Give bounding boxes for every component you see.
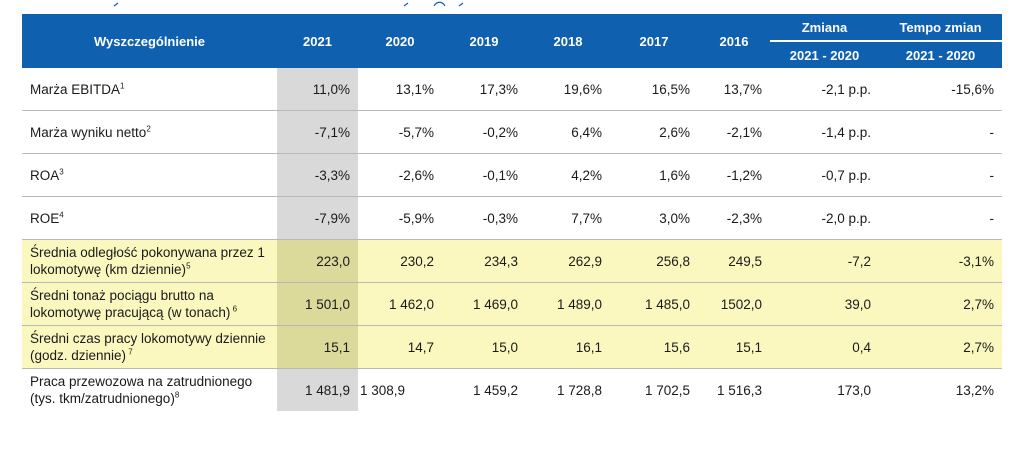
cell-2017: 1 702,5 <box>644 382 690 398</box>
cell-2017: 3,0% <box>610 196 698 240</box>
cell-2019: 1 459,2 <box>472 382 518 398</box>
row-label: Praca przewozowa na zatrudnionego (tys. … <box>30 374 253 406</box>
row-label: ROA3 <box>22 153 277 197</box>
cell-2016: 1502,0 <box>698 282 770 326</box>
cell-rate: 2,7% <box>879 282 1002 326</box>
cell-2019: -0,2% <box>442 110 526 154</box>
cell-2021: 15,1 <box>277 325 358 369</box>
table-row-roe: ROE4 -7,9% -5,9% -0,3% 7,7% 3,0% -2,3% -… <box>22 196 1002 240</box>
cell-change: -1,4 p.p. <box>770 110 879 154</box>
year-header: 2017 <box>610 14 698 68</box>
cell-2020: -5,7% <box>358 110 442 154</box>
cell-2020: -2,6% <box>358 153 442 197</box>
indicators-table: Wyszczególnienie 2021 2020 2019 2018 201… <box>22 14 1002 411</box>
cell-2016: -2,1% <box>698 110 770 154</box>
cell-2017: 1,6% <box>610 153 698 197</box>
cell-change: -2,1 p.p. <box>770 68 879 111</box>
cell-2018: 19,6% <box>526 68 610 111</box>
cell-rate: 2,7% <box>879 325 1002 369</box>
cell-2018: 1 728,8 <box>556 382 602 398</box>
cell-2018: 1 489,0 <box>526 282 610 326</box>
cell-2016: 13,7% <box>698 68 770 111</box>
cell-2021: -3,3% <box>277 153 358 197</box>
table-row-ebitda-margin: Marża EBITDA1 11,0% 13,1% 17,3% 19,6% 16… <box>22 68 1002 111</box>
cell-change: -7,2 <box>770 239 879 283</box>
cell-2016: -1,2% <box>698 153 770 197</box>
header-row: Wyszczególnienie 2021 2020 2019 2018 201… <box>22 14 1002 68</box>
table-row-loco-work-time: Średni czas pracy lokomotywy dziennie (g… <box>22 325 1002 369</box>
row-label: Średni czas pracy lokomotywy dziennie (g… <box>22 325 277 369</box>
cell-2020: 1 308,9 <box>360 382 406 398</box>
cell-change: 173,0 <box>837 382 871 398</box>
change-group-header: Zmiana <box>770 14 879 42</box>
change-period-header: 2021 - 2020 <box>770 41 879 68</box>
cell-2016: 249,5 <box>698 239 770 283</box>
cell-2016: 15,1 <box>698 325 770 369</box>
cell-2021: 1 481,9 <box>277 368 358 411</box>
cell-2018: 4,2% <box>526 153 610 197</box>
cell-2021: 11,0% <box>277 68 358 111</box>
cell-2017: 256,8 <box>610 239 698 283</box>
cell-2019: -0,3% <box>442 196 526 240</box>
cell-2018: 6,4% <box>526 110 610 154</box>
cell-rate: -15,6% <box>879 68 1002 111</box>
cell-rate: - <box>879 110 1002 154</box>
row-label: Średnia odległość pokonywana przez 1 lok… <box>22 239 277 283</box>
year-header: 2021 <box>277 14 358 68</box>
cell-rate: -3,1% <box>879 239 1002 283</box>
table-row-transport-work: Praca przewozowa na zatrudnionego (tys. … <box>22 368 1002 411</box>
cell-change: 0,4 <box>770 325 879 369</box>
label-column-header: Wyszczególnienie <box>22 14 277 68</box>
cell-2019: 1 469,0 <box>442 282 526 326</box>
cell-2020: 13,1% <box>358 68 442 111</box>
row-label: Marża EBITDA1 <box>22 68 277 111</box>
cell-rate: 13,2% <box>955 382 994 398</box>
year-header: 2019 <box>442 14 526 68</box>
cropped-header-fragment <box>113 1 464 7</box>
rate-group-header: Tempo zmian <box>879 14 1002 42</box>
cell-2020: -5,9% <box>358 196 442 240</box>
cell-2018: 16,1 <box>526 325 610 369</box>
cell-2021: 1 501,0 <box>277 282 358 326</box>
year-header: 2016 <box>698 14 770 68</box>
cell-2018: 7,7% <box>526 196 610 240</box>
table-row-loco-distance: Średnia odległość pokonywana przez 1 lok… <box>22 239 1002 283</box>
cell-2019: 15,0 <box>442 325 526 369</box>
rate-period-header: 2021 - 2020 <box>879 41 1002 68</box>
cell-2021: -7,1% <box>277 110 358 154</box>
cell-2019: 234,3 <box>442 239 526 283</box>
header-subrow: 2021 - 2020 2021 - 2020 <box>22 41 1002 68</box>
cell-2019: 17,3% <box>442 68 526 111</box>
cell-change: 39,0 <box>770 282 879 326</box>
cell-2017: 2,6% <box>610 110 698 154</box>
row-label: Marża wyniku netto2 <box>22 110 277 154</box>
cell-2021: -7,9% <box>277 196 358 240</box>
table-row-net-margin: Marża wyniku netto2 -7,1% -5,7% -0,2% 6,… <box>22 110 1002 154</box>
table-row-roa: ROA3 -3,3% -2,6% -0,1% 4,2% 1,6% -1,2% -… <box>22 153 1002 197</box>
cell-2017: 16,5% <box>610 68 698 111</box>
cell-2019: -0,1% <box>442 153 526 197</box>
cell-2020: 230,2 <box>358 239 442 283</box>
table-row-train-tonnage: Średni tonaż pociągu brutto na lokomotyw… <box>22 282 1002 326</box>
cell-change: -2,0 p.p. <box>770 196 879 240</box>
cell-2017: 1 485,0 <box>610 282 698 326</box>
cell-2020: 1 462,0 <box>358 282 442 326</box>
cell-2020: 14,7 <box>358 325 442 369</box>
row-label: ROE4 <box>22 196 277 240</box>
year-header: 2018 <box>526 14 610 68</box>
cell-rate: - <box>879 153 1002 197</box>
cell-2016: 1 516,3 <box>716 382 762 398</box>
cell-2017: 15,6 <box>610 325 698 369</box>
cell-rate: - <box>879 196 1002 240</box>
cell-change: -0,7 p.p. <box>770 153 879 197</box>
cell-2021: 223,0 <box>277 239 358 283</box>
cell-2016: -2,3% <box>698 196 770 240</box>
row-label: Średni tonaż pociągu brutto na lokomotyw… <box>22 282 277 326</box>
cell-2018: 262,9 <box>526 239 610 283</box>
year-header: 2020 <box>358 14 442 68</box>
